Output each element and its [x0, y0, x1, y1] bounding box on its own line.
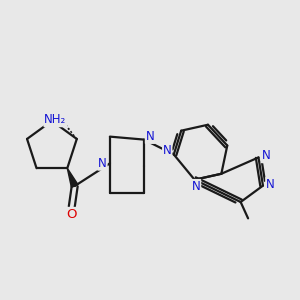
Text: NH₂: NH₂: [44, 113, 67, 126]
Text: N: N: [98, 157, 107, 170]
Text: N: N: [163, 143, 172, 157]
Text: N: N: [266, 178, 275, 191]
Text: O: O: [67, 208, 77, 221]
Text: N: N: [146, 130, 154, 143]
Text: N: N: [192, 180, 200, 193]
Polygon shape: [67, 168, 78, 188]
Text: N: N: [262, 149, 270, 162]
